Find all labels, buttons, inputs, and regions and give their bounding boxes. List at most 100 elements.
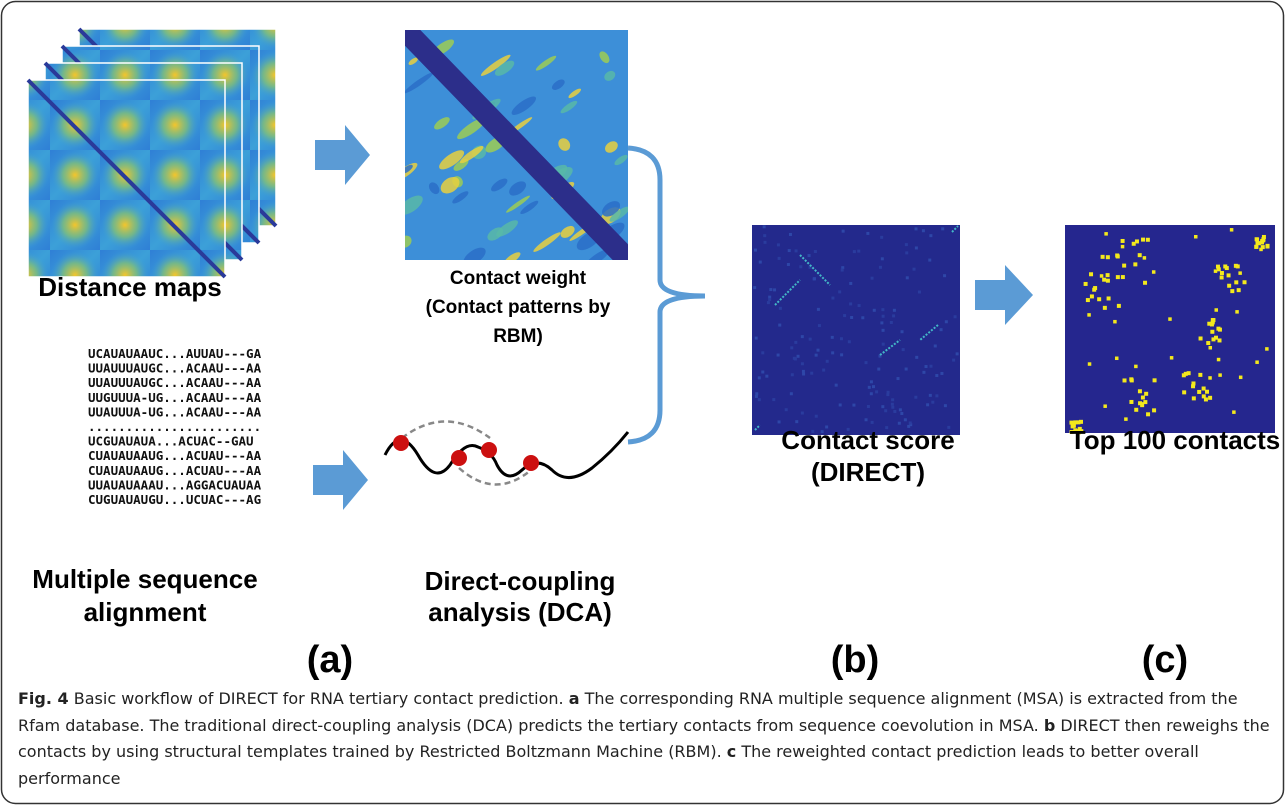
contact-pixel <box>1100 274 1104 278</box>
contact-pixel <box>1227 284 1231 288</box>
contact-pixel <box>1210 330 1214 334</box>
score-pixel <box>839 403 842 406</box>
score-pixel <box>831 336 834 339</box>
score-pixel <box>848 340 851 343</box>
arrow <box>313 450 368 510</box>
residue <box>523 455 539 471</box>
score-pixel <box>755 392 758 395</box>
contact-pixel <box>1255 237 1259 241</box>
score-pixel <box>909 421 912 424</box>
score-pixel <box>831 297 834 300</box>
contact-pixel <box>1170 356 1174 360</box>
contact-pixel <box>1138 253 1142 257</box>
score-pixel <box>790 346 793 349</box>
score-pixel <box>795 249 798 252</box>
score-pixel <box>886 393 889 396</box>
score-pixel <box>882 343 885 346</box>
contact-pixel <box>1202 387 1206 391</box>
sequence: UCAUAUAAUC...AUUAU---GA <box>88 346 262 361</box>
contact-pixel <box>1216 265 1220 269</box>
score-pixel <box>814 250 817 253</box>
contact-pixel <box>1227 273 1231 277</box>
contact-pixel <box>1259 248 1263 252</box>
score-pixel <box>865 361 868 364</box>
score-pixel <box>865 418 868 421</box>
score-pixel <box>754 249 757 252</box>
contact-pixel <box>1191 384 1195 388</box>
contact-pixel <box>1103 404 1107 408</box>
contact-pixel <box>1143 256 1147 260</box>
score-pixel <box>922 229 925 232</box>
panel-label: Multiple sequence <box>32 564 257 594</box>
score-pixel <box>929 365 932 368</box>
score-pixel <box>831 351 834 354</box>
score-pixel <box>802 370 805 373</box>
score-pixel <box>813 277 816 280</box>
contact-pixel <box>1104 232 1108 236</box>
contact-pixel <box>1088 362 1092 366</box>
contact-pixel <box>1220 271 1224 275</box>
score-pixel <box>892 314 895 317</box>
score-pixel <box>817 308 820 311</box>
contact-weight-map <box>391 26 632 270</box>
score-pixel <box>768 298 771 301</box>
score-pixel <box>826 360 829 363</box>
contact-pixel <box>1103 306 1107 310</box>
score-pixel <box>761 351 764 354</box>
contact-pixel <box>1084 282 1088 286</box>
contact-pixel <box>1116 254 1120 258</box>
score-pixel <box>945 320 948 323</box>
score-pixel <box>897 377 900 380</box>
sequence: UUAUUUA-UG...ACAAU---AA <box>88 404 262 419</box>
contact-pixel <box>1238 271 1242 275</box>
contact-pixel <box>1076 420 1080 424</box>
contact-pixel <box>1146 412 1150 416</box>
score-pixel <box>801 335 804 338</box>
score-pixel <box>797 355 800 358</box>
contact-pixel <box>1123 378 1127 382</box>
contact-pixel <box>1208 376 1212 380</box>
score-pixel <box>755 395 758 398</box>
caption-text: Fig. 4 <box>18 689 69 708</box>
contact-pixel <box>1204 397 1208 401</box>
sequence-curve <box>385 432 628 478</box>
score-pixel <box>789 233 792 236</box>
score-pixel <box>753 286 756 289</box>
score-pixel <box>755 337 758 340</box>
contact-pixel <box>1265 245 1269 249</box>
score-pixel <box>915 246 918 249</box>
sequence: CUAUAUAAUG...ACUAU---AA <box>88 448 262 463</box>
score-pixel <box>901 330 904 333</box>
score-pixel <box>769 288 772 291</box>
arrow <box>975 265 1033 325</box>
score-pixel <box>858 304 861 307</box>
score-pixel <box>943 274 946 277</box>
contact-pixel <box>1143 281 1147 285</box>
score-pixel <box>879 266 882 269</box>
score-pixel <box>840 353 843 356</box>
score-pixel <box>934 344 937 347</box>
score-pixel <box>772 398 775 401</box>
score-pixel <box>891 398 894 401</box>
score-pixel <box>794 341 797 344</box>
contact-pixel <box>1141 238 1145 242</box>
score-pixel <box>840 337 843 340</box>
contact-pixel <box>1214 269 1218 273</box>
score-pixel <box>795 420 798 423</box>
contact-pixel <box>1182 390 1186 394</box>
score-pixel <box>891 403 894 406</box>
sequence: ....................... <box>88 419 261 434</box>
sequence: UCGUAUAUA...ACUAC--GAU <box>88 434 254 449</box>
score-pixel <box>918 290 921 293</box>
caption-text: a <box>569 689 580 708</box>
distance-map-stack <box>28 29 276 277</box>
contact-pixel <box>1087 313 1091 317</box>
contact-pixel <box>1106 255 1110 259</box>
contact-pixel <box>1102 278 1106 282</box>
score-pixel <box>890 321 893 324</box>
contact-pixel <box>1214 308 1218 312</box>
score-pixel <box>928 259 931 262</box>
score-pixel <box>808 254 811 257</box>
score-pixel <box>893 410 896 413</box>
sequence: UUGUUUA-UG...ACAAU---AA <box>88 390 262 405</box>
